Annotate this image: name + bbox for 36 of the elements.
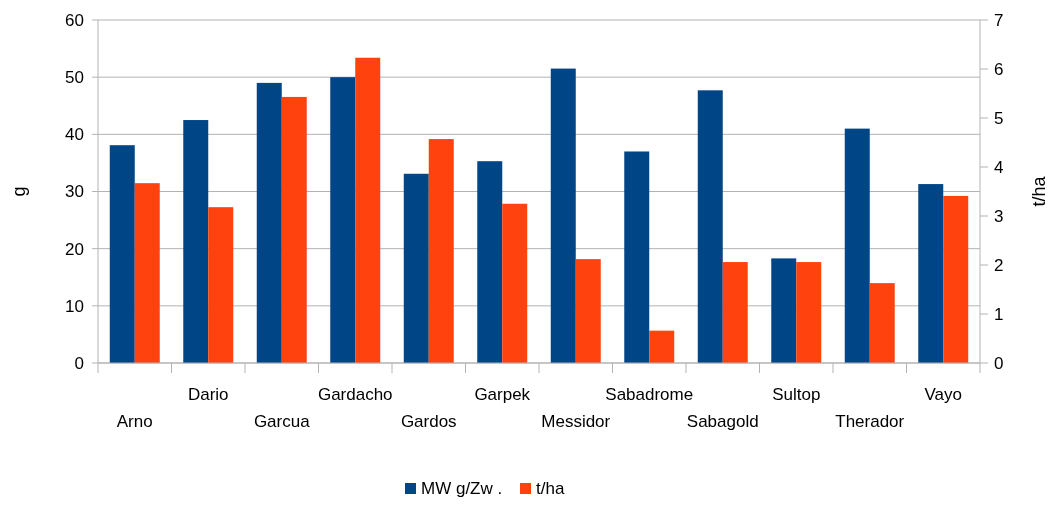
- bar: [624, 151, 650, 363]
- x-tick-label: Garcua: [253, 412, 311, 431]
- bar: [844, 128, 870, 363]
- y-axis-title: g: [9, 186, 29, 197]
- y2-tick-label: 7: [994, 10, 1004, 30]
- x-tick-label: Garpek: [474, 385, 531, 404]
- y2-tick-label: 6: [994, 59, 1004, 79]
- y-tick-label: 30: [65, 182, 84, 202]
- y-tick-label: 10: [65, 296, 84, 316]
- y-tick-label: 0: [74, 353, 84, 373]
- x-tick-label: Sabagold: [686, 412, 759, 431]
- x-tick-label: Gardacho: [317, 385, 393, 404]
- y-tick-label: 40: [65, 125, 84, 145]
- x-tick-label: Arno: [116, 412, 153, 431]
- y2-tick-label: 4: [994, 157, 1004, 177]
- x-tick-label: Gardos: [400, 412, 457, 431]
- legend-label: MW g/Zw .: [421, 479, 503, 498]
- y-tick-label: 60: [65, 10, 84, 30]
- bar: [697, 90, 723, 363]
- y2-tick-label: 3: [994, 206, 1004, 226]
- x-tick-label: Sabadrome: [605, 385, 694, 404]
- y2-tick-label: 1: [994, 304, 1004, 324]
- bar: [550, 68, 576, 363]
- legend-label: t/ha: [536, 479, 565, 498]
- x-tick-label: Sultop: [772, 385, 821, 404]
- x-tick-label: Therador: [835, 412, 905, 431]
- x-tick-label: Messidor: [541, 412, 611, 431]
- bar: [649, 330, 675, 363]
- x-tick-label: Dario: [187, 385, 229, 404]
- y-tick-label: 20: [65, 239, 84, 259]
- y-tick-label: 50: [65, 68, 84, 88]
- y2-axis-title: t/ha: [1029, 175, 1049, 207]
- y2-tick-label: 0: [994, 353, 1004, 373]
- x-tick-label: Vayo: [924, 385, 962, 404]
- y2-tick-label: 5: [994, 108, 1004, 128]
- y2-tick-label: 2: [994, 255, 1004, 275]
